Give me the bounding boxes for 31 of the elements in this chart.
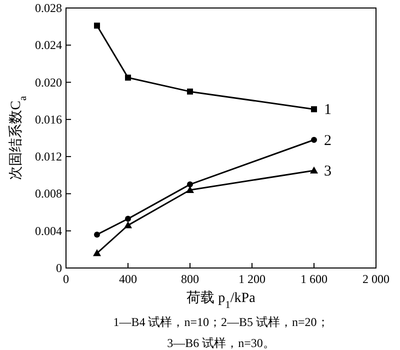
point [186,186,194,193]
point [125,216,131,222]
point [93,249,101,256]
x-tick-label: 1 200 [238,272,266,286]
y-tick-label: 0.020 [35,75,62,90]
y-tick-label: 0.028 [35,1,62,15]
point [94,22,100,29]
point [187,88,193,95]
x-tick-label: 1 600 [300,272,328,286]
series-label: 2 [324,132,332,149]
y-tick-label: 0.024 [35,38,62,52]
point [311,136,317,143]
text: 1—B4 试样，n=10；2—B5 试样，n=20； [113,315,329,329]
y-tick-label: 0.008 [35,186,62,201]
y-tick-label: 0.016 [35,112,62,126]
x-tick-label: 400 [119,272,137,286]
x-tick-label: 2 000 [362,272,390,286]
y-tick-label: 0.012 [35,150,62,164]
y-tick-label: 0 [56,261,62,275]
x-axis-title: 荷载 p$_{1}$/kPa [186,290,256,310]
y-tick-label: 0.004 [35,224,62,238]
point [311,106,317,112]
series-label: 1 [324,102,332,118]
x-tick-label: 800 [181,272,199,286]
point [94,232,100,238]
text: 3—B6 试样，n=30。 [167,336,275,350]
series-label: 3 [324,164,332,180]
point [310,166,318,174]
point [187,181,193,188]
point [125,74,131,81]
point [124,221,132,228]
